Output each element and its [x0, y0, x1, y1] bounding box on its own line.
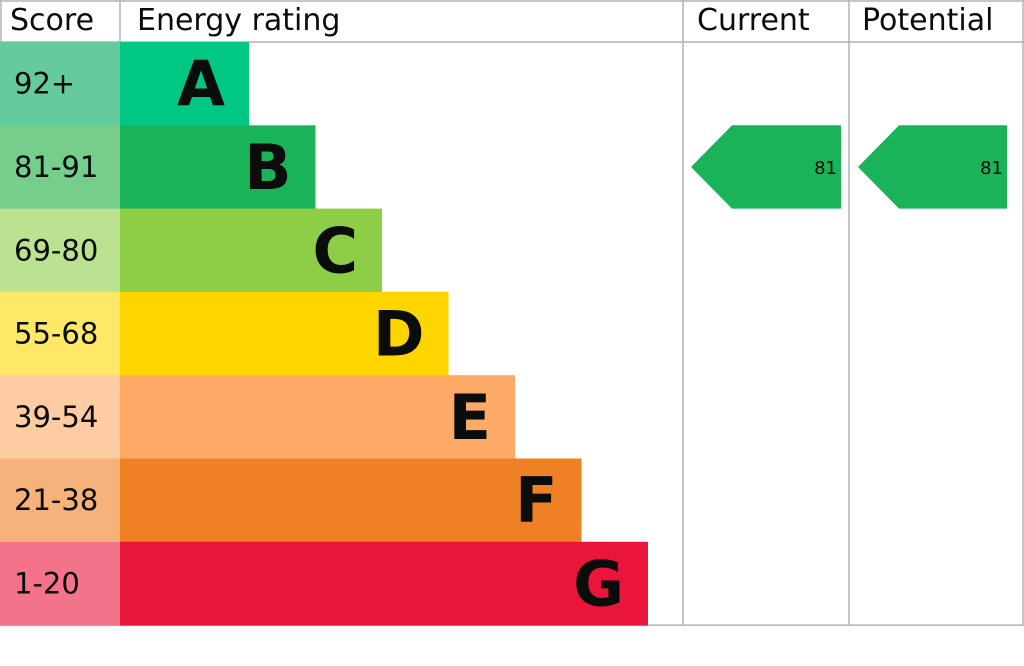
band-letter-a: A: [177, 48, 225, 121]
score-range-a: 92+: [14, 67, 75, 101]
header-energy-rating: Energy rating: [137, 3, 340, 38]
band-bar-f: [120, 458, 582, 543]
band-letter-c: C: [312, 214, 358, 287]
header-potential: Potential: [862, 3, 993, 38]
current-rating-value: 81: [814, 158, 837, 179]
band-rows: 92+ A 81-91 B 69-80 C 55-68 D 39-54 E 21-38 F 1-20 G: [0, 42, 648, 626]
header-current: Current: [697, 3, 810, 38]
band-bar-d: [120, 291, 449, 376]
score-cell-f: [0, 458, 120, 543]
score-range-f: 21-38: [14, 483, 98, 517]
band-bar-g: [120, 541, 648, 626]
header-score: Score: [10, 3, 94, 38]
band-letter-e: E: [449, 381, 491, 454]
current-rating-arrow: [691, 125, 841, 209]
score-cell-b: [0, 125, 120, 210]
score-range-e: 39-54: [14, 400, 98, 434]
score-range-g: 1-20: [14, 566, 80, 600]
score-cell-e: [0, 375, 120, 459]
score-range-d: 55-68: [14, 317, 98, 351]
score-range-c: 69-80: [14, 233, 98, 267]
score-cell-c: [0, 208, 120, 293]
band-bar-c: [120, 208, 382, 293]
band-letter-d: D: [373, 298, 424, 371]
potential-rating-value: 81: [980, 158, 1003, 179]
band-bar-e: [120, 375, 515, 459]
score-range-b: 81-91: [14, 150, 98, 184]
score-cell-g: [0, 541, 120, 626]
band-letter-f: F: [515, 464, 557, 537]
band-letter-g: G: [573, 547, 624, 620]
score-cell-a: [0, 42, 120, 126]
band-letter-b: B: [244, 131, 291, 204]
band-bar-a: [120, 42, 249, 126]
score-cell-d: [0, 291, 120, 376]
rating-arrows: 81 81: [691, 125, 1007, 209]
potential-rating-arrow: [858, 125, 1007, 209]
band-bar-b: [120, 125, 316, 210]
